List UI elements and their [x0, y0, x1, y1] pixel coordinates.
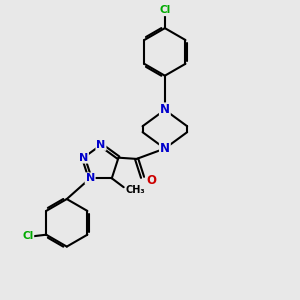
Text: N: N — [160, 103, 170, 116]
Text: O: O — [146, 174, 156, 188]
Text: Cl: Cl — [159, 5, 170, 15]
Text: N: N — [96, 140, 106, 150]
Text: N: N — [79, 153, 88, 163]
Text: N: N — [85, 173, 95, 183]
Text: Cl: Cl — [22, 231, 33, 241]
Text: N: N — [160, 142, 170, 155]
Text: CH₃: CH₃ — [125, 184, 145, 195]
